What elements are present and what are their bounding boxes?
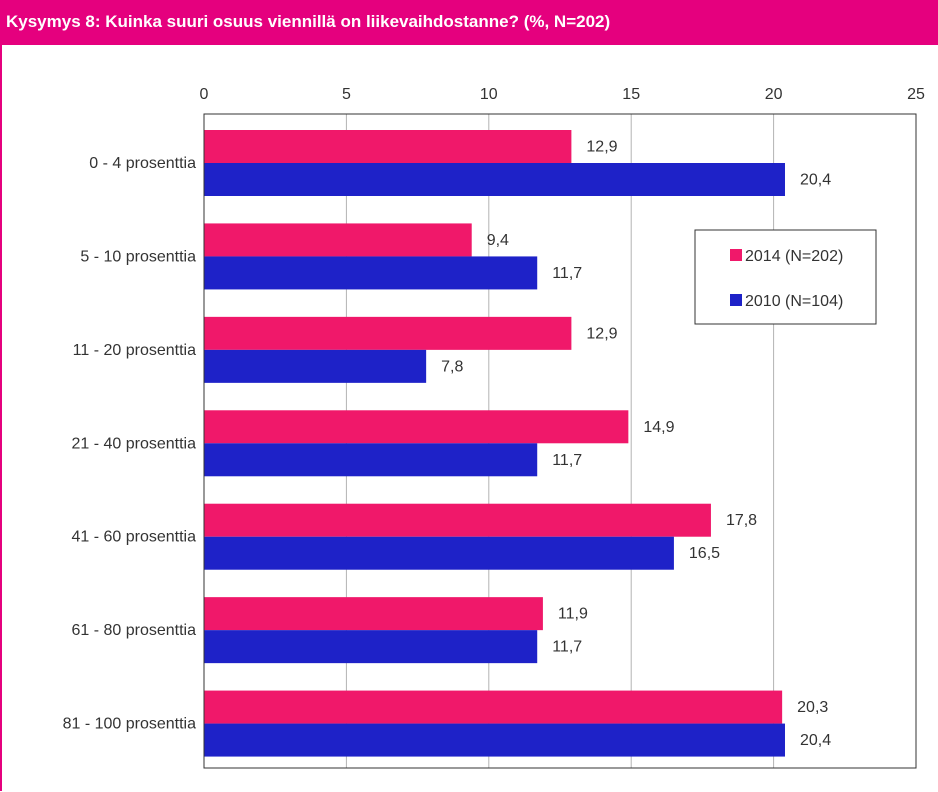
x-tick-label: 25 (907, 86, 925, 103)
bar-2010 (204, 536, 674, 570)
title-bar: Kysymys 8: Kuinka suuri osuus viennillä … (0, 0, 938, 45)
legend-label: 2014 (N=202) (745, 248, 843, 265)
data-label: 20,4 (800, 172, 831, 189)
legend-label: 2010 (N=104) (745, 293, 843, 310)
category-label: 41 - 60 prosenttia (71, 529, 196, 546)
bar-2014 (204, 130, 572, 163)
category-label: 5 - 10 prosenttia (80, 248, 196, 265)
data-label: 11,9 (558, 606, 588, 623)
data-label: 12,9 (586, 325, 617, 342)
bar-2010 (204, 630, 538, 664)
category-label: 81 - 100 prosenttia (63, 716, 197, 733)
legend: 2014 (N=202) 2010 (N=104) (694, 229, 877, 325)
data-label: 14,9 (643, 419, 674, 436)
category-label: 61 - 80 prosenttia (71, 622, 196, 639)
data-label: 11,7 (552, 265, 582, 282)
bars (204, 130, 785, 757)
bar-2010 (204, 349, 427, 383)
bar-2010 (204, 256, 538, 290)
bar-2014 (204, 223, 472, 257)
legend-swatch (730, 294, 742, 306)
data-label: 20,3 (797, 699, 828, 716)
data-labels: 12,9 20,4 9,4 11,7 12,9 7,8 14,9 11,7 17,8 16,5 11… (441, 139, 831, 750)
category-label: 11 - 20 prosenttia (73, 342, 196, 359)
legend-swatch (730, 249, 742, 261)
bar-2010 (204, 443, 538, 477)
data-label: 11,7 (552, 452, 582, 469)
category-label: 21 - 40 prosenttia (71, 435, 196, 452)
data-label: 12,9 (586, 139, 617, 156)
bar-2014 (204, 597, 543, 631)
data-label: 16,5 (689, 545, 720, 562)
x-tick-label: 0 (200, 86, 209, 103)
bar-2014 (204, 503, 711, 537)
bar-2010 (204, 723, 785, 757)
x-tick-label: 20 (765, 86, 783, 103)
data-label: 17,8 (726, 512, 757, 529)
data-label: 9,4 (487, 232, 509, 249)
legend-box (694, 229, 877, 325)
bar-2010 (204, 163, 785, 196)
plot-area-border (203, 113, 917, 769)
bar-2014 (204, 690, 783, 724)
x-tick-label: 5 (342, 86, 351, 103)
bar-2014 (204, 410, 629, 444)
data-label: 11,7 (552, 639, 582, 656)
category-label: 0 - 4 prosenttia (89, 155, 196, 172)
x-tick-label: 10 (480, 86, 498, 103)
category-labels: 0 - 4 prosenttia 5 - 10 prosenttia 11 - 20… (63, 155, 197, 733)
data-label: 20,4 (800, 732, 831, 749)
x-axis-ticks: 0 5 10 15 20 25 (200, 86, 925, 103)
x-tick-label: 15 (622, 86, 640, 103)
bar-2014 (204, 316, 572, 350)
data-label: 7,8 (441, 358, 463, 375)
chart-title: Kysymys 8: Kuinka suuri osuus viennillä … (6, 12, 611, 31)
